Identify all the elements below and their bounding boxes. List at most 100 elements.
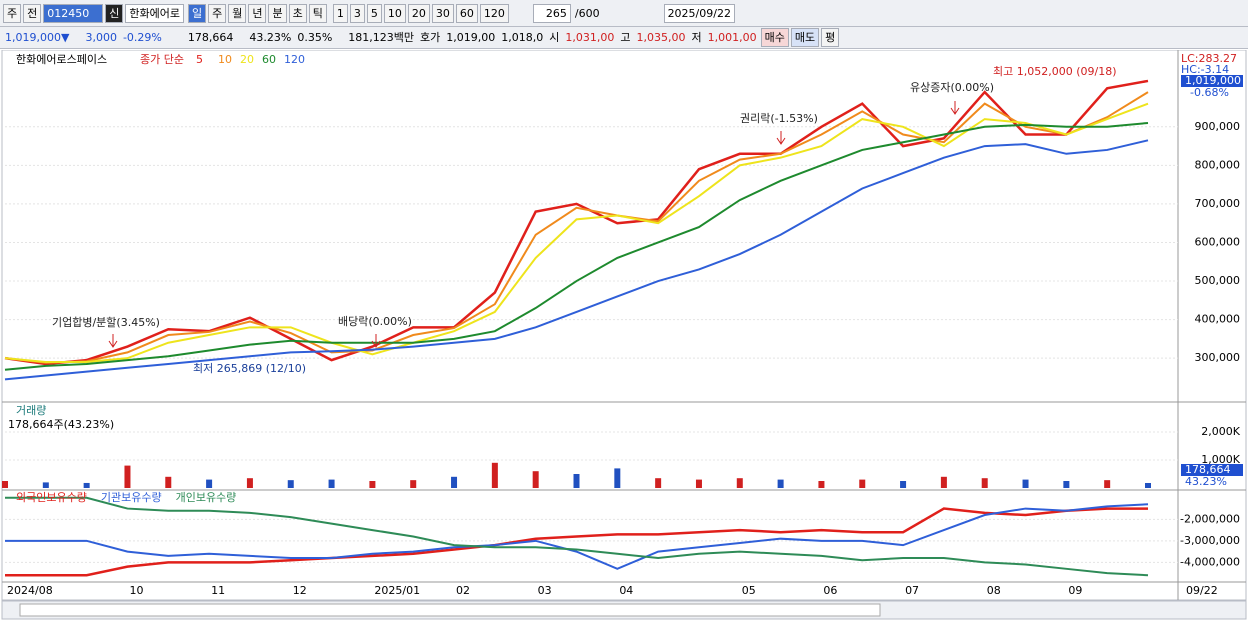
- volume-bar: [1145, 482, 1151, 488]
- x-tick-label: 12: [293, 584, 307, 597]
- volume-bar: [818, 481, 825, 488]
- volume-bar: [981, 478, 988, 488]
- high-label: 고: [620, 31, 631, 44]
- minute-button[interactable]: 60: [455, 3, 478, 23]
- volume-bar: [165, 476, 172, 488]
- x-tick-label: 2025/01: [374, 584, 420, 597]
- period-button[interactable]: 초: [288, 3, 307, 23]
- chart-type[interactable]: 주: [3, 3, 22, 23]
- stock-name: 한화에어로: [125, 3, 184, 23]
- open-label: 시: [549, 31, 560, 44]
- minute-button[interactable]: 3: [349, 3, 365, 23]
- y-tick-label: -3,000,000: [1180, 534, 1240, 547]
- stock-code[interactable]: 012450: [43, 3, 104, 23]
- annotation: 최저 265,869 (12/10): [193, 362, 306, 375]
- volume-ratio: 43.23%: [249, 31, 292, 44]
- y-tick-label: 400,000: [1195, 313, 1241, 326]
- event-arrow: [108, 334, 118, 348]
- x-tick-label: 11: [211, 584, 225, 597]
- volume-bar: [124, 465, 131, 488]
- y-tick-label: 900,000: [1195, 120, 1241, 133]
- minute-button[interactable]: 120: [479, 3, 509, 23]
- count-total: /600: [574, 6, 600, 20]
- period-button[interactable]: 월: [228, 3, 247, 23]
- bid: 1,018,0: [501, 31, 544, 44]
- y-tick-label: 300,000: [1195, 351, 1241, 364]
- annotation: 유상증자(0.00%): [910, 81, 994, 94]
- sell-button[interactable]: 매도: [790, 28, 820, 47]
- volume-bar: [2, 481, 8, 488]
- x-tick-label: 07: [905, 584, 919, 597]
- volume-bar: [42, 482, 49, 488]
- quote-bar: 1,019,000▼ 3,000 -0.29% 178,664 43.23% 0…: [0, 27, 1248, 49]
- open: 1,031,00: [565, 31, 615, 44]
- chart-title: 한화에어로스페이스: [16, 53, 107, 66]
- series-line: [4, 91, 1149, 364]
- minute-button[interactable]: 30: [431, 3, 454, 23]
- legend-entry: 20: [240, 53, 254, 66]
- period-button[interactable]: 분: [268, 3, 287, 23]
- y-tick-label: -2,000,000: [1180, 512, 1240, 525]
- series-line: [4, 139, 1149, 381]
- volume: 178,664: [187, 31, 234, 44]
- x-tick-label: 02: [456, 584, 470, 597]
- legend-entry: 기관보유수량: [101, 491, 162, 504]
- legend-entry: 10: [218, 53, 232, 66]
- lc-label: LC:283.27: [1181, 52, 1237, 65]
- annotation: 기업합병/분할(3.45%): [52, 316, 160, 329]
- series-line: [4, 121, 1149, 371]
- x-tick-label: 03: [538, 584, 552, 597]
- credit-flag: 신: [105, 3, 124, 23]
- period-button[interactable]: 주: [208, 3, 227, 23]
- hc-label: HC:-3.14: [1181, 63, 1229, 76]
- volume-bar: [328, 479, 335, 488]
- x-tick-label: 05: [742, 584, 756, 597]
- low: 1,001,00: [707, 31, 757, 44]
- annotation: 배당락(0.00%): [338, 315, 412, 328]
- count[interactable]: 265: [532, 3, 571, 23]
- high: 1,035,00: [636, 31, 686, 44]
- volume-bar: [859, 479, 866, 488]
- last-volume-pct: 43.23%: [1185, 475, 1227, 488]
- change-pct: -0.29%: [122, 31, 162, 44]
- last-price-box: [1181, 75, 1243, 87]
- x-tick-label: 2024/08: [7, 584, 53, 597]
- period-button[interactable]: 일: [187, 3, 207, 23]
- panel-subtitle: 178,664주(43.23%): [8, 418, 114, 431]
- minute-button[interactable]: 10: [383, 3, 406, 23]
- volume-bar: [83, 482, 90, 488]
- legend-entry: 외국인보유수량: [16, 491, 87, 504]
- low-label: 저: [691, 31, 702, 44]
- x-tick-label: 06: [823, 584, 837, 597]
- scroll-thumb[interactable]: [19, 603, 881, 617]
- series-line: [5, 496, 1149, 577]
- x-tick-label: 08: [987, 584, 1001, 597]
- minute-button[interactable]: 1: [332, 3, 348, 23]
- legend-entry: 120: [284, 53, 305, 66]
- buy-button[interactable]: 매수: [760, 28, 789, 47]
- annotation: 권리락(-1.53%): [740, 112, 818, 125]
- last-date: 09/22: [1186, 584, 1218, 597]
- minute-button[interactable]: 20: [407, 3, 430, 23]
- event-arrow: [371, 334, 381, 348]
- event-arrow: [950, 101, 960, 115]
- x-tick-label: 04: [619, 584, 633, 597]
- series-line: [4, 102, 1149, 364]
- period-button[interactable]: 년: [248, 3, 267, 23]
- volume-bar: [614, 468, 621, 488]
- prev-button[interactable]: 전: [23, 3, 42, 23]
- minute-group: 1 3 5 10 20 30 60 120: [331, 3, 511, 23]
- y-tick-label: 500,000: [1195, 274, 1241, 287]
- price: 1,019,000▼: [5, 31, 70, 44]
- period-button[interactable]: 틱: [308, 3, 327, 23]
- date[interactable]: 2025/09/22: [663, 3, 735, 23]
- volume-bar: [410, 480, 417, 488]
- legend-entry: 5: [196, 53, 203, 66]
- eval-button[interactable]: 평: [821, 28, 840, 47]
- last-volume-box: [1181, 464, 1243, 476]
- change: 3,000: [85, 31, 117, 44]
- volume-bar: [451, 476, 458, 488]
- legend-entry: 60: [262, 53, 276, 66]
- minute-button[interactable]: 5: [366, 3, 382, 23]
